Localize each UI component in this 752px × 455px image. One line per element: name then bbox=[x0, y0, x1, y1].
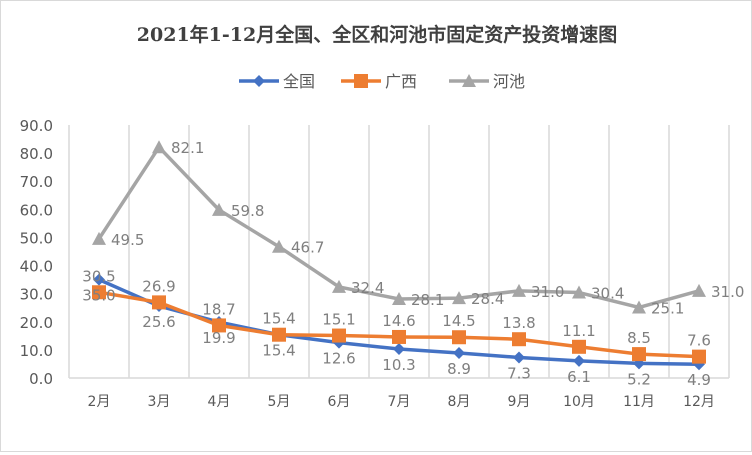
y-tick-label: 50.0 bbox=[20, 229, 53, 247]
chart-title: 2021年1-12月全国、全区和河池市固定资产投资增速图 bbox=[137, 23, 617, 46]
data-label: 18.7 bbox=[202, 300, 235, 318]
data-label: 15.1 bbox=[322, 311, 355, 329]
series-group bbox=[92, 140, 706, 371]
legend-label: 河池 bbox=[493, 72, 525, 91]
y-tick-label: 40.0 bbox=[20, 258, 53, 276]
data-label: 4.9 bbox=[687, 371, 711, 389]
data-point bbox=[93, 273, 105, 286]
x-tick-label: 10月 bbox=[563, 394, 595, 410]
y-tick-label: 70.0 bbox=[20, 173, 53, 191]
data-point bbox=[572, 339, 586, 354]
data-label: 8.9 bbox=[447, 360, 471, 378]
x-tick-label: 12月 bbox=[683, 394, 715, 410]
data-point bbox=[253, 75, 265, 87]
data-point bbox=[512, 283, 526, 297]
legend-label: 全国 bbox=[283, 72, 315, 91]
data-point bbox=[392, 329, 406, 344]
data-label: 30.5 bbox=[82, 267, 115, 285]
data-label: 32.4 bbox=[351, 279, 384, 297]
data-label: 31.0 bbox=[711, 283, 744, 301]
series-广西 bbox=[92, 285, 706, 364]
data-label: 35.0 bbox=[82, 287, 115, 305]
x-tick-label: 9月 bbox=[508, 394, 531, 410]
data-point bbox=[513, 351, 525, 364]
y-tick-label: 80.0 bbox=[20, 145, 53, 163]
data-label: 28.1 bbox=[411, 291, 444, 309]
y-tick-label: 30.0 bbox=[20, 286, 53, 304]
data-label: 49.5 bbox=[111, 231, 144, 249]
y-tick-label: 10.0 bbox=[20, 342, 53, 360]
y-tick-label: 20.0 bbox=[20, 314, 53, 332]
x-tick-label: 7月 bbox=[388, 394, 411, 410]
data-label: 5.2 bbox=[627, 370, 651, 388]
data-point bbox=[453, 346, 465, 359]
x-tick-label: 4月 bbox=[208, 394, 231, 410]
data-label: 15.4 bbox=[262, 342, 295, 360]
data-point bbox=[512, 332, 526, 347]
data-label: 13.8 bbox=[502, 314, 535, 332]
data-point bbox=[692, 283, 706, 297]
data-label: 14.5 bbox=[442, 312, 475, 330]
data-point bbox=[632, 347, 646, 362]
data-point bbox=[692, 349, 706, 364]
grid bbox=[68, 125, 730, 378]
legend-label: 广西 bbox=[385, 72, 417, 91]
x-tick-label: 2月 bbox=[88, 394, 111, 410]
data-label: 10.3 bbox=[382, 356, 415, 374]
axes: 0.0 10.0 20.0 30.0 40.0 50.0 60.0 70.0 80.0 90.0 2… bbox=[20, 117, 729, 410]
series-河池 bbox=[92, 140, 706, 314]
data-point bbox=[92, 285, 106, 300]
data-point bbox=[354, 74, 368, 88]
data-point bbox=[452, 291, 466, 305]
data-point bbox=[92, 231, 106, 245]
data-label: 19.9 bbox=[202, 329, 235, 347]
data-point bbox=[272, 239, 286, 253]
data-point bbox=[212, 318, 226, 333]
data-label: 82.1 bbox=[171, 139, 204, 157]
data-labels: 35.0 25.6 19.9 15.4 12.6 10.3 8.9 7.3 6.1 5.2 4.9 3… bbox=[82, 139, 744, 389]
x-tick-label: 8月 bbox=[448, 394, 471, 410]
data-label: 26.9 bbox=[142, 277, 175, 295]
y-tick-label: 90.0 bbox=[20, 117, 53, 135]
data-label: 59.8 bbox=[231, 202, 264, 220]
data-label: 25.1 bbox=[651, 299, 684, 317]
data-label: 46.7 bbox=[291, 239, 324, 257]
data-label: 7.6 bbox=[687, 332, 711, 350]
data-point bbox=[392, 292, 406, 306]
x-tick-label: 11月 bbox=[623, 394, 655, 410]
legend: 全国 广西 河池 bbox=[239, 72, 525, 91]
data-point bbox=[272, 327, 286, 342]
data-label: 6.1 bbox=[567, 368, 591, 386]
data-point bbox=[393, 343, 405, 356]
x-tick-label: 5月 bbox=[268, 394, 291, 410]
data-label: 31.0 bbox=[531, 283, 564, 301]
data-point bbox=[452, 330, 466, 345]
data-point bbox=[462, 74, 476, 87]
data-label: 7.3 bbox=[507, 364, 531, 382]
data-label: 25.6 bbox=[142, 313, 175, 331]
data-point bbox=[332, 279, 346, 293]
y-tick-label: 60.0 bbox=[20, 201, 53, 219]
data-point bbox=[152, 295, 166, 310]
data-point bbox=[573, 354, 585, 367]
data-label: 28.4 bbox=[471, 290, 504, 308]
data-label: 11.1 bbox=[562, 322, 595, 340]
data-label: 12.6 bbox=[322, 350, 355, 368]
x-tick-label: 3月 bbox=[148, 394, 171, 410]
data-label: 15.4 bbox=[262, 310, 295, 328]
data-point bbox=[332, 328, 346, 343]
data-label: 8.5 bbox=[627, 329, 651, 347]
data-point bbox=[632, 300, 646, 314]
data-label: 14.6 bbox=[382, 312, 415, 330]
y-tick-label: 0.0 bbox=[29, 370, 53, 388]
data-point bbox=[152, 140, 166, 154]
data-point bbox=[212, 202, 226, 216]
data-label: 30.4 bbox=[591, 285, 624, 303]
x-tick-label: 6月 bbox=[328, 394, 351, 410]
data-point bbox=[572, 285, 586, 299]
